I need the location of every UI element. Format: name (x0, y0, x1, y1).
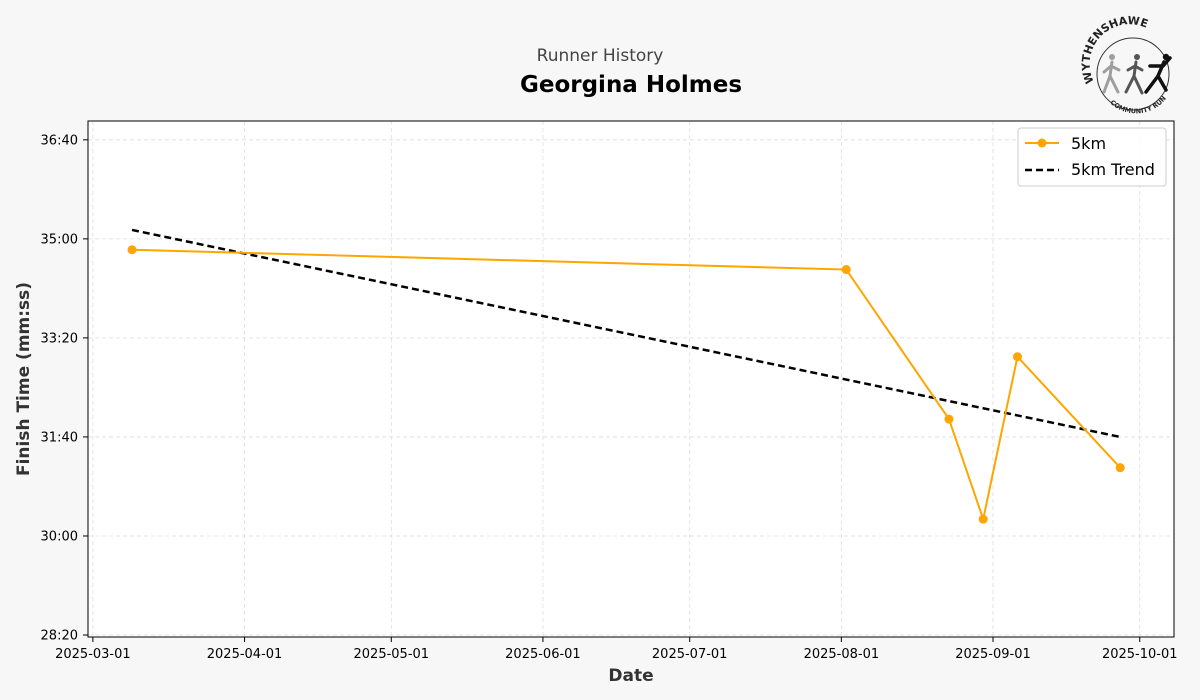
y-tick-label: 35:00 (41, 232, 78, 247)
chart-title: Georgina Holmes (519, 72, 743, 98)
plot-area (88, 121, 1174, 637)
data-point-5km (1012, 352, 1022, 362)
runner-light-icon (1102, 54, 1121, 94)
data-point-5km (944, 414, 954, 424)
logo-top-text: WYTHENSHAWE (1079, 14, 1149, 85)
y-axis-label: Finish Time (mm:ss) (14, 282, 34, 476)
grid-lines (88, 121, 1174, 637)
legend-label-5km: 5km (1071, 134, 1106, 153)
x-tick-label: 2025-09-01 (955, 647, 1031, 662)
chart-subtitle: Runner History (536, 46, 664, 66)
y-tick-label: 30:00 (41, 529, 78, 544)
runner-mid-icon (1124, 54, 1144, 95)
x-axis-label: Date (608, 666, 653, 686)
runner-dark-icon (1144, 53, 1172, 94)
y-tick-label: 36:40 (41, 133, 78, 148)
data-point-5km (1115, 463, 1125, 473)
y-axis-ticks: 28:20 30:00 31:40 33:20 35:00 36:40 (41, 133, 88, 644)
x-tick-label: 2025-03-01 (55, 647, 131, 662)
x-tick-label: 2025-08-01 (804, 647, 880, 662)
x-tick-label: 2025-05-01 (354, 647, 430, 662)
data-point-5km (978, 514, 988, 524)
x-tick-label: 2025-04-01 (207, 647, 283, 662)
x-tick-label: 2025-10-01 (1102, 647, 1178, 662)
legend-marker-5km (1037, 138, 1047, 148)
x-tick-label: 2025-07-01 (652, 647, 728, 662)
y-tick-label: 31:40 (41, 430, 78, 445)
data-point-5km (841, 265, 851, 275)
legend: 5km 5km Trend (1017, 127, 1167, 187)
plot-frame (87, 120, 1175, 638)
series-layer (127, 228, 1125, 524)
x-axis-ticks: 2025-03-01 2025-04-01 2025-05-01 2025-06-01… (55, 637, 1178, 662)
legend-label-trend: 5km Trend (1071, 160, 1155, 179)
wythenshawe-logo: WYTHENSHAWE COMMUNITY RUN (1079, 14, 1172, 115)
x-tick-label: 2025-06-01 (505, 647, 581, 662)
logo-bottom-text: COMMUNITY RUN (1109, 94, 1168, 115)
series-line-5km (131, 248, 1121, 523)
y-tick-label: 33:20 (41, 331, 78, 346)
logo-ring (1096, 37, 1170, 111)
y-tick-label: 28:20 (41, 629, 78, 644)
data-point-5km (127, 245, 137, 255)
series-line-5km-trend (131, 228, 1121, 439)
